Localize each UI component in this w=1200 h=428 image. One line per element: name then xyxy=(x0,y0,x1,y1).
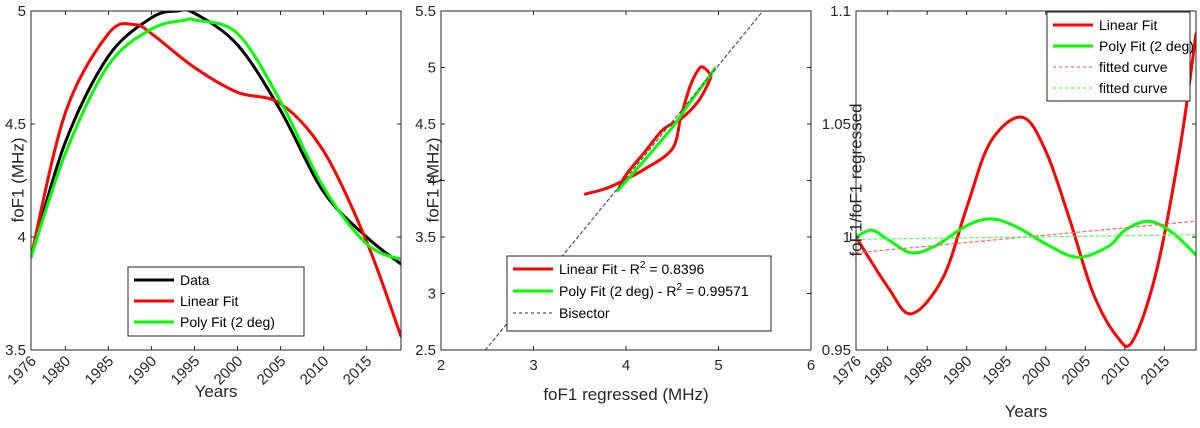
axes-frame xyxy=(855,10,1197,351)
legend-label-name: fitted curve xyxy=(1099,80,1168,96)
x-tick-label: 1980 xyxy=(861,353,897,389)
legend-label-name: Poly Fit (2 deg) - R xyxy=(559,283,676,299)
y-tick-label: 5.5 xyxy=(415,3,436,20)
x-tick-label: 5 xyxy=(714,357,722,374)
legend-label: Poly Fit (2 deg) xyxy=(1099,38,1194,54)
legend-label: Linear Fit xyxy=(180,293,238,309)
x-tick-label: 2 xyxy=(437,357,445,374)
series-line-3 xyxy=(31,17,401,262)
series-line-2 xyxy=(31,22,401,338)
x-axis-label: Years xyxy=(1005,402,1048,421)
y-axis-label: foF1 (MHz) xyxy=(424,138,443,223)
x-tick-label: 2005 xyxy=(1059,353,1095,389)
legend-label-name: Data xyxy=(180,272,210,288)
x-tick-label: 2015 xyxy=(1138,353,1174,389)
legend-label: Bisector xyxy=(559,305,610,321)
legend-label-superscript: 2 xyxy=(640,260,646,271)
legend-label-value: = 0.99571 xyxy=(682,283,749,299)
x-tick-label: 3 xyxy=(529,357,537,374)
legend-label-value: = 0.8396 xyxy=(645,261,704,277)
x-tick-label: 2010 xyxy=(1098,353,1134,389)
legend: Data Linear Fit Poly Fit (2 deg) xyxy=(127,266,305,337)
legend-box xyxy=(1046,11,1191,102)
y-tick-label: 3 xyxy=(428,286,436,303)
legend: Linear Fit Poly Fit (2 deg) fitted curve fi… xyxy=(1046,11,1194,102)
y-tick-label: 2.5 xyxy=(415,342,436,359)
x-tick-label: 6 xyxy=(807,357,815,374)
x-tick-label: 4 xyxy=(622,357,630,374)
legend-label: Linear Fit - R2 = 0.8396 xyxy=(559,260,704,277)
y-axis-label: foF1/foF1 regressed xyxy=(847,103,866,256)
y-tick-label: 3.5 xyxy=(415,229,436,246)
series-line-1 xyxy=(856,32,1196,348)
y-tick-label: 4 xyxy=(428,173,436,190)
x-tick-label: 2000 xyxy=(1019,353,1055,389)
y-tick-label: 4.5 xyxy=(5,116,26,133)
legend-label: Linear Fit xyxy=(1099,17,1157,33)
x-tick-label: 2010 xyxy=(297,353,333,389)
x-axis-label: Years xyxy=(195,382,238,401)
y-tick-label: 3.5 xyxy=(5,342,26,359)
legend-label-name: Poly Fit (2 deg) xyxy=(180,314,275,330)
x-axis-label: foF1 regressed (MHz) xyxy=(543,385,708,404)
legend-label-name: Linear Fit xyxy=(1099,17,1157,33)
y-tick-label: 4 xyxy=(18,229,26,246)
y-axis-label: foF1 (MHz) xyxy=(9,138,28,223)
series-line-2 xyxy=(856,217,1196,259)
axes-frame xyxy=(30,10,402,351)
x-tick-label: 1980 xyxy=(39,353,75,389)
series-line-1 xyxy=(583,65,713,196)
y-tick-label: 5 xyxy=(18,3,26,20)
x-tick-label: 1990 xyxy=(940,353,976,389)
legend-label: Poly Fit (2 deg) - R2 = 0.99571 xyxy=(559,282,749,299)
y-tick-label: 5 xyxy=(428,60,436,77)
x-tick-label: 1985 xyxy=(82,353,118,389)
y-tick-label: 4.5 xyxy=(415,116,436,133)
series-group xyxy=(856,32,1196,348)
y-tick-label: 0.95 xyxy=(822,342,851,359)
legend-label: Data xyxy=(180,272,210,288)
y-tick-label: 1.1 xyxy=(830,3,851,20)
series-line-4 xyxy=(856,234,1196,240)
y-tick-label: 1 xyxy=(843,229,851,246)
legend-label: Poly Fit (2 deg) xyxy=(180,314,275,330)
x-tick-label: 1990 xyxy=(125,353,161,389)
chart-panel-2: 2 3 4 5 6 2.5 3 3.5 4 4.5 5 5.5 foF1 regressed (MHz)… xyxy=(415,3,815,404)
y-tick-label: 1.05 xyxy=(822,116,851,133)
x-tick-label: 1985 xyxy=(900,353,936,389)
legend-label: fitted curve xyxy=(1099,80,1168,96)
legend-label-superscript: 2 xyxy=(676,282,682,293)
legend-label-name: fitted curve xyxy=(1099,59,1168,75)
legend-label-name: Bisector xyxy=(559,305,610,321)
legend-label-name: Linear Fit xyxy=(180,293,238,309)
legend-label-name: Poly Fit (2 deg) xyxy=(1099,38,1194,54)
x-tick-label: 2005 xyxy=(254,353,290,389)
x-tick-label: 1995 xyxy=(979,353,1015,389)
legend-label-name: Linear Fit - R xyxy=(559,261,640,277)
x-tick-label: 2015 xyxy=(340,353,376,389)
legend-label: fitted curve xyxy=(1099,59,1168,75)
